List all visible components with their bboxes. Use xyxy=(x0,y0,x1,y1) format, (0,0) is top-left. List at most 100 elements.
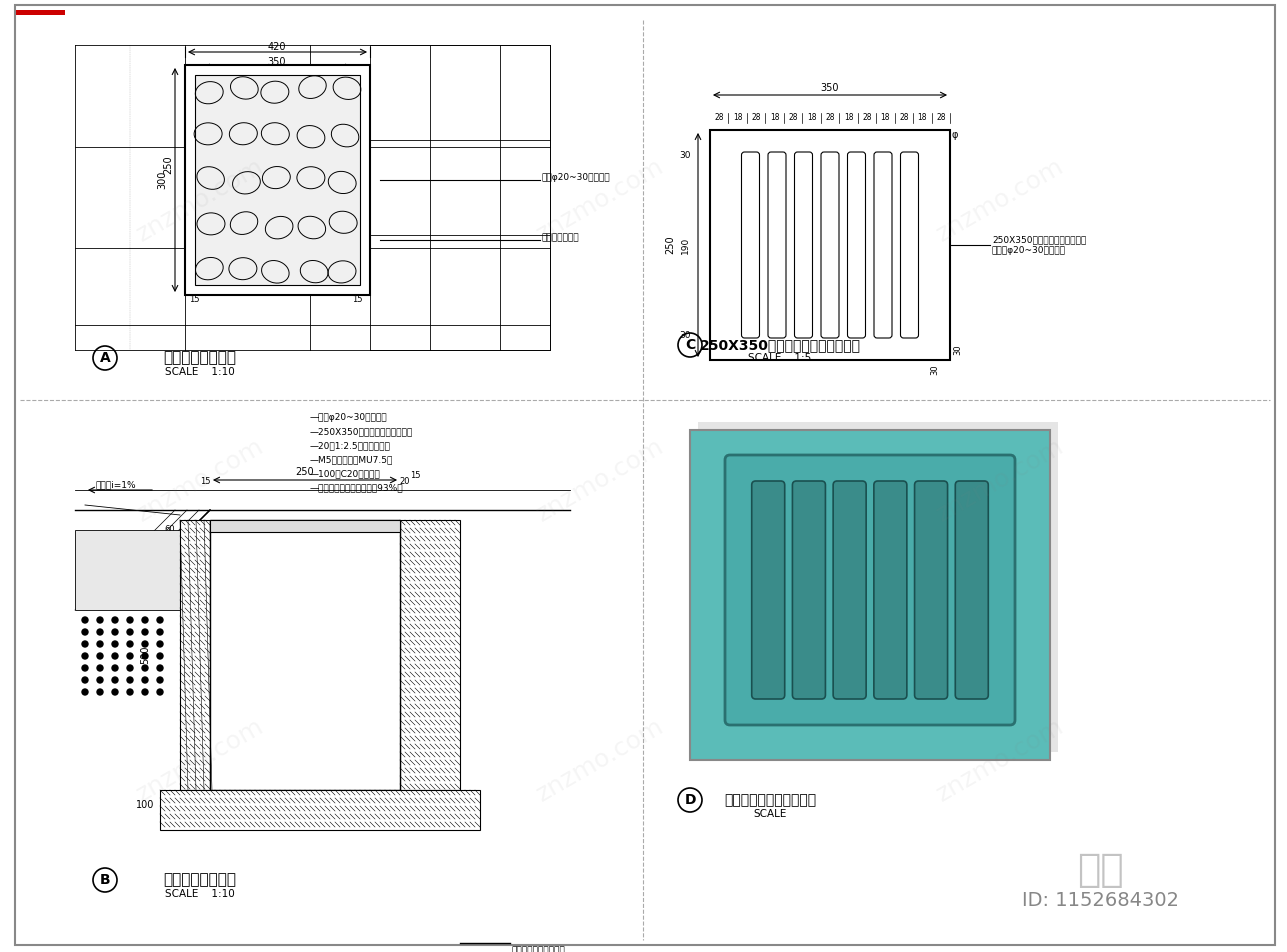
FancyBboxPatch shape xyxy=(794,152,812,338)
FancyBboxPatch shape xyxy=(874,481,907,699)
Text: znzmo.com: znzmo.com xyxy=(133,434,268,526)
Circle shape xyxy=(127,629,133,635)
Text: SCALE    1:5: SCALE 1:5 xyxy=(748,353,812,363)
Circle shape xyxy=(157,653,163,659)
Text: 18: 18 xyxy=(770,113,780,123)
Text: 350: 350 xyxy=(821,83,839,93)
Text: 60: 60 xyxy=(165,526,175,534)
FancyBboxPatch shape xyxy=(793,481,825,699)
Text: SCALE    1:10: SCALE 1:10 xyxy=(165,889,234,899)
Circle shape xyxy=(157,629,163,635)
Text: 18: 18 xyxy=(732,113,743,123)
Text: 30: 30 xyxy=(680,150,691,160)
Circle shape xyxy=(112,677,118,683)
Text: —素土夯实（压实度不小于93%）: —素土夯实（压实度不小于93%） xyxy=(310,484,404,492)
Text: 30: 30 xyxy=(954,345,963,355)
Circle shape xyxy=(127,617,133,623)
Text: znzmo.com: znzmo.com xyxy=(932,714,1068,806)
Text: —M5水泥砂浆砌MU7.5砖: —M5水泥砂浆砌MU7.5砖 xyxy=(310,455,394,465)
Text: —250X350成品复合树脂排水篦子: —250X350成品复合树脂排水篦子 xyxy=(310,427,413,437)
Circle shape xyxy=(142,677,148,683)
FancyBboxPatch shape xyxy=(874,152,892,338)
Text: SCALE    1:10: SCALE 1:10 xyxy=(165,367,234,377)
Bar xyxy=(196,75,360,285)
Text: 18: 18 xyxy=(880,113,891,123)
Text: 500: 500 xyxy=(140,645,151,664)
Circle shape xyxy=(142,665,148,671)
Text: znzmo.com: znzmo.com xyxy=(532,714,668,806)
Text: 500: 500 xyxy=(300,645,310,665)
Text: 28: 28 xyxy=(714,113,725,123)
Text: 30: 30 xyxy=(680,330,691,340)
Text: 铺置φ20~30层色卵石: 铺置φ20~30层色卵石 xyxy=(542,173,610,183)
Text: φ: φ xyxy=(952,130,959,140)
Bar xyxy=(210,520,400,532)
Text: 350: 350 xyxy=(268,57,286,67)
Text: 190: 190 xyxy=(681,236,690,253)
Text: 28: 28 xyxy=(789,113,798,123)
Circle shape xyxy=(97,653,103,659)
Text: 250: 250 xyxy=(665,236,674,254)
Text: SCALE: SCALE xyxy=(753,809,786,819)
Text: ID: 1152684302: ID: 1152684302 xyxy=(1022,890,1179,909)
Text: znzmo.com: znzmo.com xyxy=(532,154,668,247)
Text: —20厚1:2.5防水水泥砂浆: —20厚1:2.5防水水泥砂浆 xyxy=(310,442,391,450)
Circle shape xyxy=(127,665,133,671)
Bar xyxy=(185,65,369,295)
Circle shape xyxy=(142,641,148,647)
Text: 28: 28 xyxy=(900,113,909,123)
FancyBboxPatch shape xyxy=(741,152,759,338)
FancyBboxPatch shape xyxy=(833,481,866,699)
Circle shape xyxy=(82,665,88,671)
Circle shape xyxy=(82,677,88,683)
Text: 30: 30 xyxy=(931,365,940,375)
Text: 15: 15 xyxy=(189,295,199,305)
Bar xyxy=(15,10,66,15)
Text: 15: 15 xyxy=(199,478,210,486)
Text: B: B xyxy=(99,873,111,887)
Circle shape xyxy=(127,653,133,659)
Circle shape xyxy=(97,689,103,695)
FancyBboxPatch shape xyxy=(915,481,947,699)
FancyBboxPatch shape xyxy=(901,152,919,338)
Text: 18: 18 xyxy=(918,113,927,123)
Circle shape xyxy=(112,617,118,623)
Circle shape xyxy=(82,629,88,635)
FancyBboxPatch shape xyxy=(725,455,1015,725)
Circle shape xyxy=(157,665,163,671)
Text: 250X350成品复合树脂排水篦子
上铺置φ20~30黑色卵石: 250X350成品复合树脂排水篦子 上铺置φ20~30黑色卵石 xyxy=(992,235,1086,255)
Bar xyxy=(75,530,180,610)
Text: 复合树脂排水篦子意向图: 复合树脂排水篦子意向图 xyxy=(723,793,816,807)
Circle shape xyxy=(112,641,118,647)
Text: C: C xyxy=(685,338,695,352)
Text: 颈埋侧管管，详水施图: 颈埋侧管管，详水施图 xyxy=(512,946,566,952)
Text: 详无缝装平面图: 详无缝装平面图 xyxy=(542,233,579,243)
Circle shape xyxy=(142,629,148,635)
Circle shape xyxy=(82,653,88,659)
Circle shape xyxy=(97,641,103,647)
Text: 35: 35 xyxy=(355,68,366,76)
FancyBboxPatch shape xyxy=(848,152,865,338)
Text: 15: 15 xyxy=(351,295,362,305)
Bar xyxy=(710,130,950,360)
FancyBboxPatch shape xyxy=(768,152,786,338)
Text: —铺置φ20~30层色卵石: —铺置φ20~30层色卵石 xyxy=(310,413,387,423)
Text: 28: 28 xyxy=(862,113,871,123)
FancyBboxPatch shape xyxy=(955,481,988,699)
Circle shape xyxy=(112,665,118,671)
Text: A: A xyxy=(99,351,111,365)
Text: 35: 35 xyxy=(188,68,198,76)
Circle shape xyxy=(157,677,163,683)
Circle shape xyxy=(97,677,103,683)
Text: 18: 18 xyxy=(844,113,853,123)
Text: D: D xyxy=(685,793,696,807)
Text: znzmo.com: znzmo.com xyxy=(932,154,1068,247)
Circle shape xyxy=(82,689,88,695)
Text: 60: 60 xyxy=(220,526,230,534)
Text: 120: 120 xyxy=(407,526,423,534)
Circle shape xyxy=(112,629,118,635)
Circle shape xyxy=(127,689,133,695)
Bar xyxy=(698,422,1058,752)
Text: 420: 420 xyxy=(268,42,286,52)
Text: 100: 100 xyxy=(461,800,479,810)
